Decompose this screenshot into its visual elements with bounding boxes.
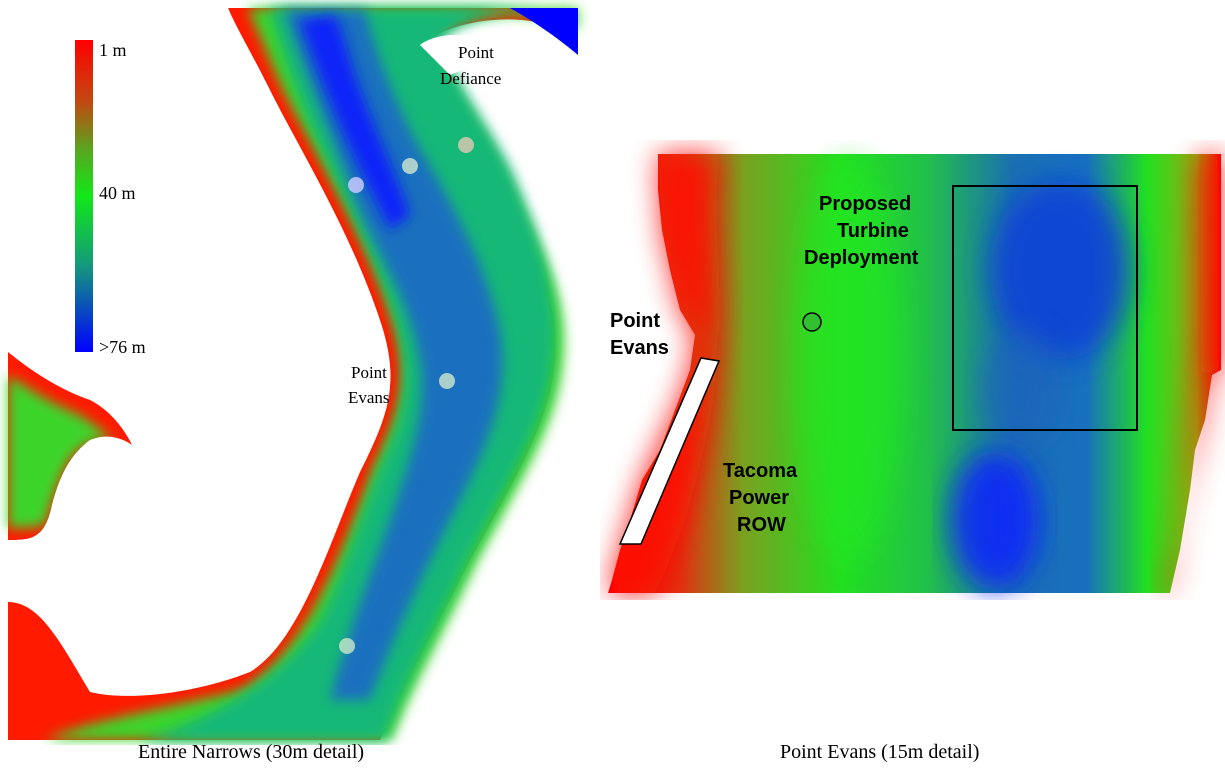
sample-points (339, 137, 474, 654)
sample-point (439, 373, 455, 389)
narrows-map: 1 m 40 m >76 m Point Defiance Point Evan… (8, 8, 578, 740)
point-evans-label-line1: Point (351, 363, 387, 382)
sample-point (802, 312, 822, 332)
point-evans-detail-map: Proposed Turbine Deployment Point Evans … (608, 154, 1221, 593)
detail-bathymetry (608, 154, 1221, 593)
inlet-channel (8, 352, 132, 540)
point-defiance-label-line2: Defiance (440, 69, 501, 88)
tacoma-label-line1: Tacoma (723, 460, 798, 482)
right-map-caption: Point Evans (15m detail) (780, 741, 980, 763)
point-evans-detail-label-line2: Evans (610, 337, 669, 359)
legend-mid-label: 40 m (99, 183, 136, 203)
sample-point (339, 638, 355, 654)
point-defiance-label-line1: Point (458, 43, 494, 62)
point-evans-label-line2: Evans (348, 388, 390, 407)
tacoma-power-row-outline (618, 357, 721, 545)
tacoma-label-line2: Power (729, 487, 789, 509)
legend-bottom-label: >76 m (99, 337, 146, 357)
point-evans-land (8, 8, 391, 696)
point-defiance-land (420, 35, 578, 112)
legend-top-label: 1 m (99, 40, 127, 60)
sample-point (458, 137, 474, 153)
point-evans-detail-label-line1: Point (610, 310, 660, 332)
sample-point (348, 177, 364, 193)
depth-legend: 1 m 40 m >76 m (75, 40, 146, 357)
proposed-label-line3: Deployment (804, 247, 919, 269)
narrows-channel (8, 8, 578, 740)
left-map-caption: Entire Narrows (30m detail) (138, 741, 365, 763)
tacoma-label-line3: ROW (737, 514, 786, 536)
legend-color-bar (75, 40, 93, 352)
sample-point (402, 158, 418, 174)
inlet-land (8, 436, 132, 602)
proposed-label-line1: Proposed (819, 193, 911, 215)
proposed-label-line2: Turbine (837, 220, 909, 242)
turbine-deployment-box (952, 185, 1138, 431)
